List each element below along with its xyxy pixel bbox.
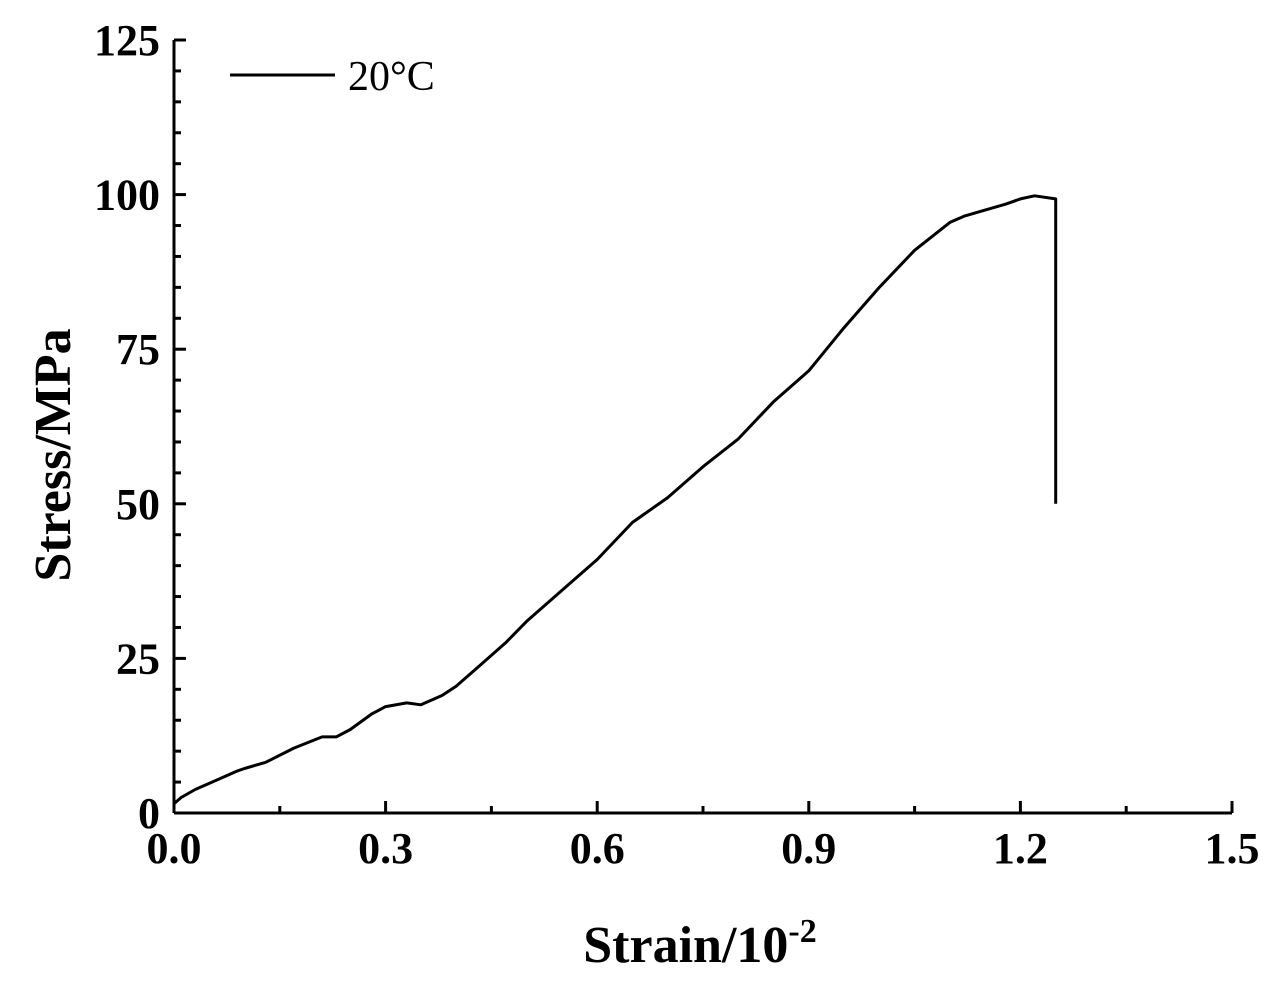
series-layer: [173, 194, 1058, 805]
y-tick-label: 50: [116, 480, 160, 529]
ticks: [172, 38, 1234, 815]
y-tick-label: 75: [116, 325, 160, 374]
x-tick-label: 0.9: [781, 824, 836, 873]
x-tick-label: 0.6: [570, 824, 625, 873]
y-tick-label: 0: [138, 789, 160, 838]
x-axis-title: Strain/10-2: [583, 913, 816, 974]
legend-label-20c: 20°C: [348, 54, 435, 100]
y-tick-label: 100: [94, 171, 160, 220]
legend: 20°C: [230, 54, 435, 100]
x-tick-label: 1.5: [1205, 824, 1260, 873]
x-tick-label: 1.2: [993, 824, 1048, 873]
x-axis-title-text: Strain/10: [583, 917, 788, 974]
y-tick-label: 125: [94, 16, 160, 65]
x-axis-title-superscript: -2: [788, 913, 816, 950]
tick-labels: 0.0 0.3 0.6 0.9 1.2 1.5 0 25 50 75 100 125: [94, 16, 1260, 873]
y-tick-label: 25: [116, 634, 160, 683]
x-tick-label: 0.0: [147, 824, 202, 873]
y-axis-title: Stress/MPa: [25, 328, 82, 581]
x-tick-label: 0.3: [358, 824, 413, 873]
series-line-20c: [173, 194, 1058, 805]
axes: [172, 40, 1232, 815]
